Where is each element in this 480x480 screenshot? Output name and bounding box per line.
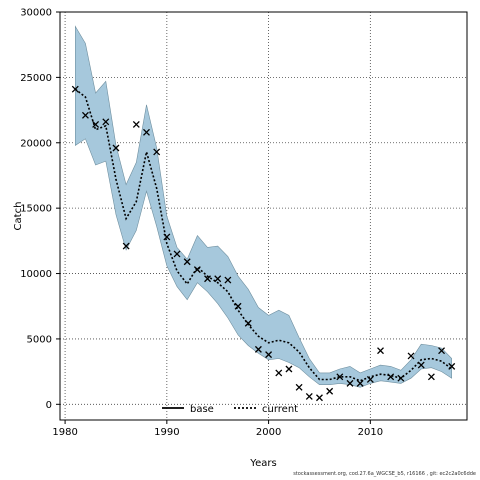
observed-marker <box>143 128 150 136</box>
x-tick-label: 2000 <box>256 427 281 438</box>
observed-marker <box>244 319 252 327</box>
observed-marker <box>254 345 262 353</box>
observed-marker <box>214 275 222 283</box>
observed-marker <box>377 347 384 355</box>
observed-marker <box>92 121 100 128</box>
x-tick-label: 2010 <box>358 427 383 438</box>
observed-marker <box>204 275 211 283</box>
confidence-band <box>75 26 452 388</box>
y-tick-label: 5000 <box>27 334 52 345</box>
observed-marker <box>193 266 201 274</box>
observed-marker <box>173 250 181 258</box>
y-tick-label: 30000 <box>20 8 52 19</box>
observed-marker <box>102 118 110 126</box>
observed-marker <box>366 376 374 383</box>
observed-marker <box>438 347 446 355</box>
observed-marker <box>112 144 120 152</box>
observed-marker <box>224 276 232 284</box>
observed-marker <box>336 373 344 381</box>
y-tick-label: 20000 <box>20 138 52 149</box>
x-axis-title: Years <box>249 458 276 469</box>
observed-marker <box>275 369 283 377</box>
axis-ticks: 1980 1990 2000 2010 0 5000 10000 15000 20000 2500… <box>20 8 383 439</box>
observed-marker <box>153 148 161 156</box>
observed-marker <box>122 242 130 250</box>
observed-marker <box>285 365 293 373</box>
x-tick-label: 1990 <box>154 427 179 438</box>
observed-marker <box>407 352 415 360</box>
observed-marker <box>356 379 364 387</box>
observed-markers <box>71 85 456 402</box>
observed-marker <box>71 85 79 93</box>
observed-marker <box>397 374 405 382</box>
observed-marker <box>295 383 303 391</box>
y-tick-label: 0 <box>46 400 52 411</box>
observed-marker <box>387 373 395 381</box>
plot-frame <box>59 11 468 421</box>
y-tick-label: 10000 <box>20 269 52 280</box>
legend: base current <box>162 404 298 415</box>
observed-marker <box>417 361 425 369</box>
footer-note: stockassessment.org, cod.27.6a_WGCSE_b5,… <box>293 471 476 477</box>
observed-marker <box>132 121 140 128</box>
observed-marker <box>427 373 435 381</box>
observed-marker <box>326 387 334 395</box>
observed-marker <box>316 394 323 402</box>
legend-base-label: base <box>190 404 214 415</box>
observed-marker <box>346 379 354 387</box>
observed-marker <box>448 362 456 370</box>
y-tick-label: 25000 <box>20 73 52 84</box>
observed-marker <box>265 351 273 359</box>
legend-current-label: current <box>262 404 298 415</box>
y-tick-label: 15000 <box>20 204 52 215</box>
y-axis-title: Catch <box>13 202 24 231</box>
observed-marker <box>234 302 242 310</box>
x-tick-label: 1980 <box>52 427 77 438</box>
observed-marker <box>163 233 171 241</box>
observed-marker <box>81 111 89 119</box>
observed-marker <box>305 393 313 400</box>
observed-marker <box>183 258 191 266</box>
confidence-band-outline <box>75 25 452 388</box>
